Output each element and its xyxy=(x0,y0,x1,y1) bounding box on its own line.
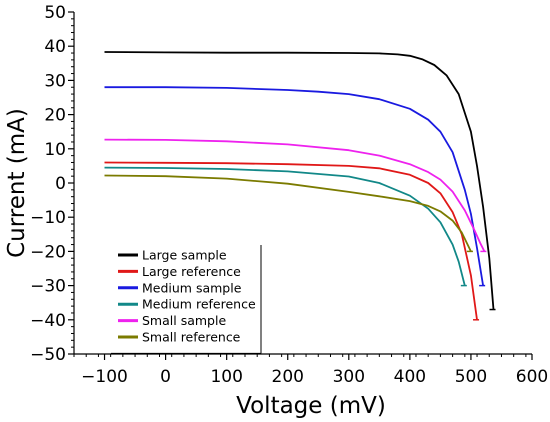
y-tick-label: 10 xyxy=(44,140,66,160)
legend-label: Large sample xyxy=(142,248,227,263)
y-tick-label: −30 xyxy=(30,277,66,297)
x-tick-label: 0 xyxy=(160,367,171,387)
series-layer xyxy=(104,51,496,321)
y-axis-title: Current (mA) xyxy=(4,108,30,258)
legend-label: Medium sample xyxy=(142,280,242,295)
x-tick-label: 200 xyxy=(272,367,304,387)
legend-label: Small reference xyxy=(142,330,241,345)
y-tick-label: 50 xyxy=(44,3,66,23)
x-tick-label: 300 xyxy=(333,367,365,387)
y-tick-label: −20 xyxy=(30,242,66,262)
legend-label: Small sample xyxy=(142,313,226,328)
x-tick-label: 100 xyxy=(210,367,242,387)
series-line xyxy=(104,51,495,310)
x-tick-label: 500 xyxy=(455,367,487,387)
series-line xyxy=(104,86,484,286)
x-axis-title: Voltage (mV) xyxy=(236,393,386,419)
y-tick-label: −10 xyxy=(30,208,66,228)
y-tick-label: 0 xyxy=(55,174,66,194)
y-tick-label: 40 xyxy=(44,37,66,57)
y-tick-label: −40 xyxy=(30,311,66,331)
series-line xyxy=(104,166,466,286)
x-tick-label: 400 xyxy=(394,367,426,387)
y-tick-label: 30 xyxy=(44,71,66,91)
y-tick-label: −50 xyxy=(30,345,66,365)
legend-label: Large reference xyxy=(142,264,241,279)
x-tick-label: 600 xyxy=(516,367,548,387)
series-line xyxy=(104,174,472,252)
x-tick-label: −100 xyxy=(81,367,128,387)
y-tick-label: 20 xyxy=(44,106,66,126)
legend-box xyxy=(111,245,261,354)
legend-label: Medium reference xyxy=(142,297,256,312)
series-line xyxy=(104,138,486,252)
